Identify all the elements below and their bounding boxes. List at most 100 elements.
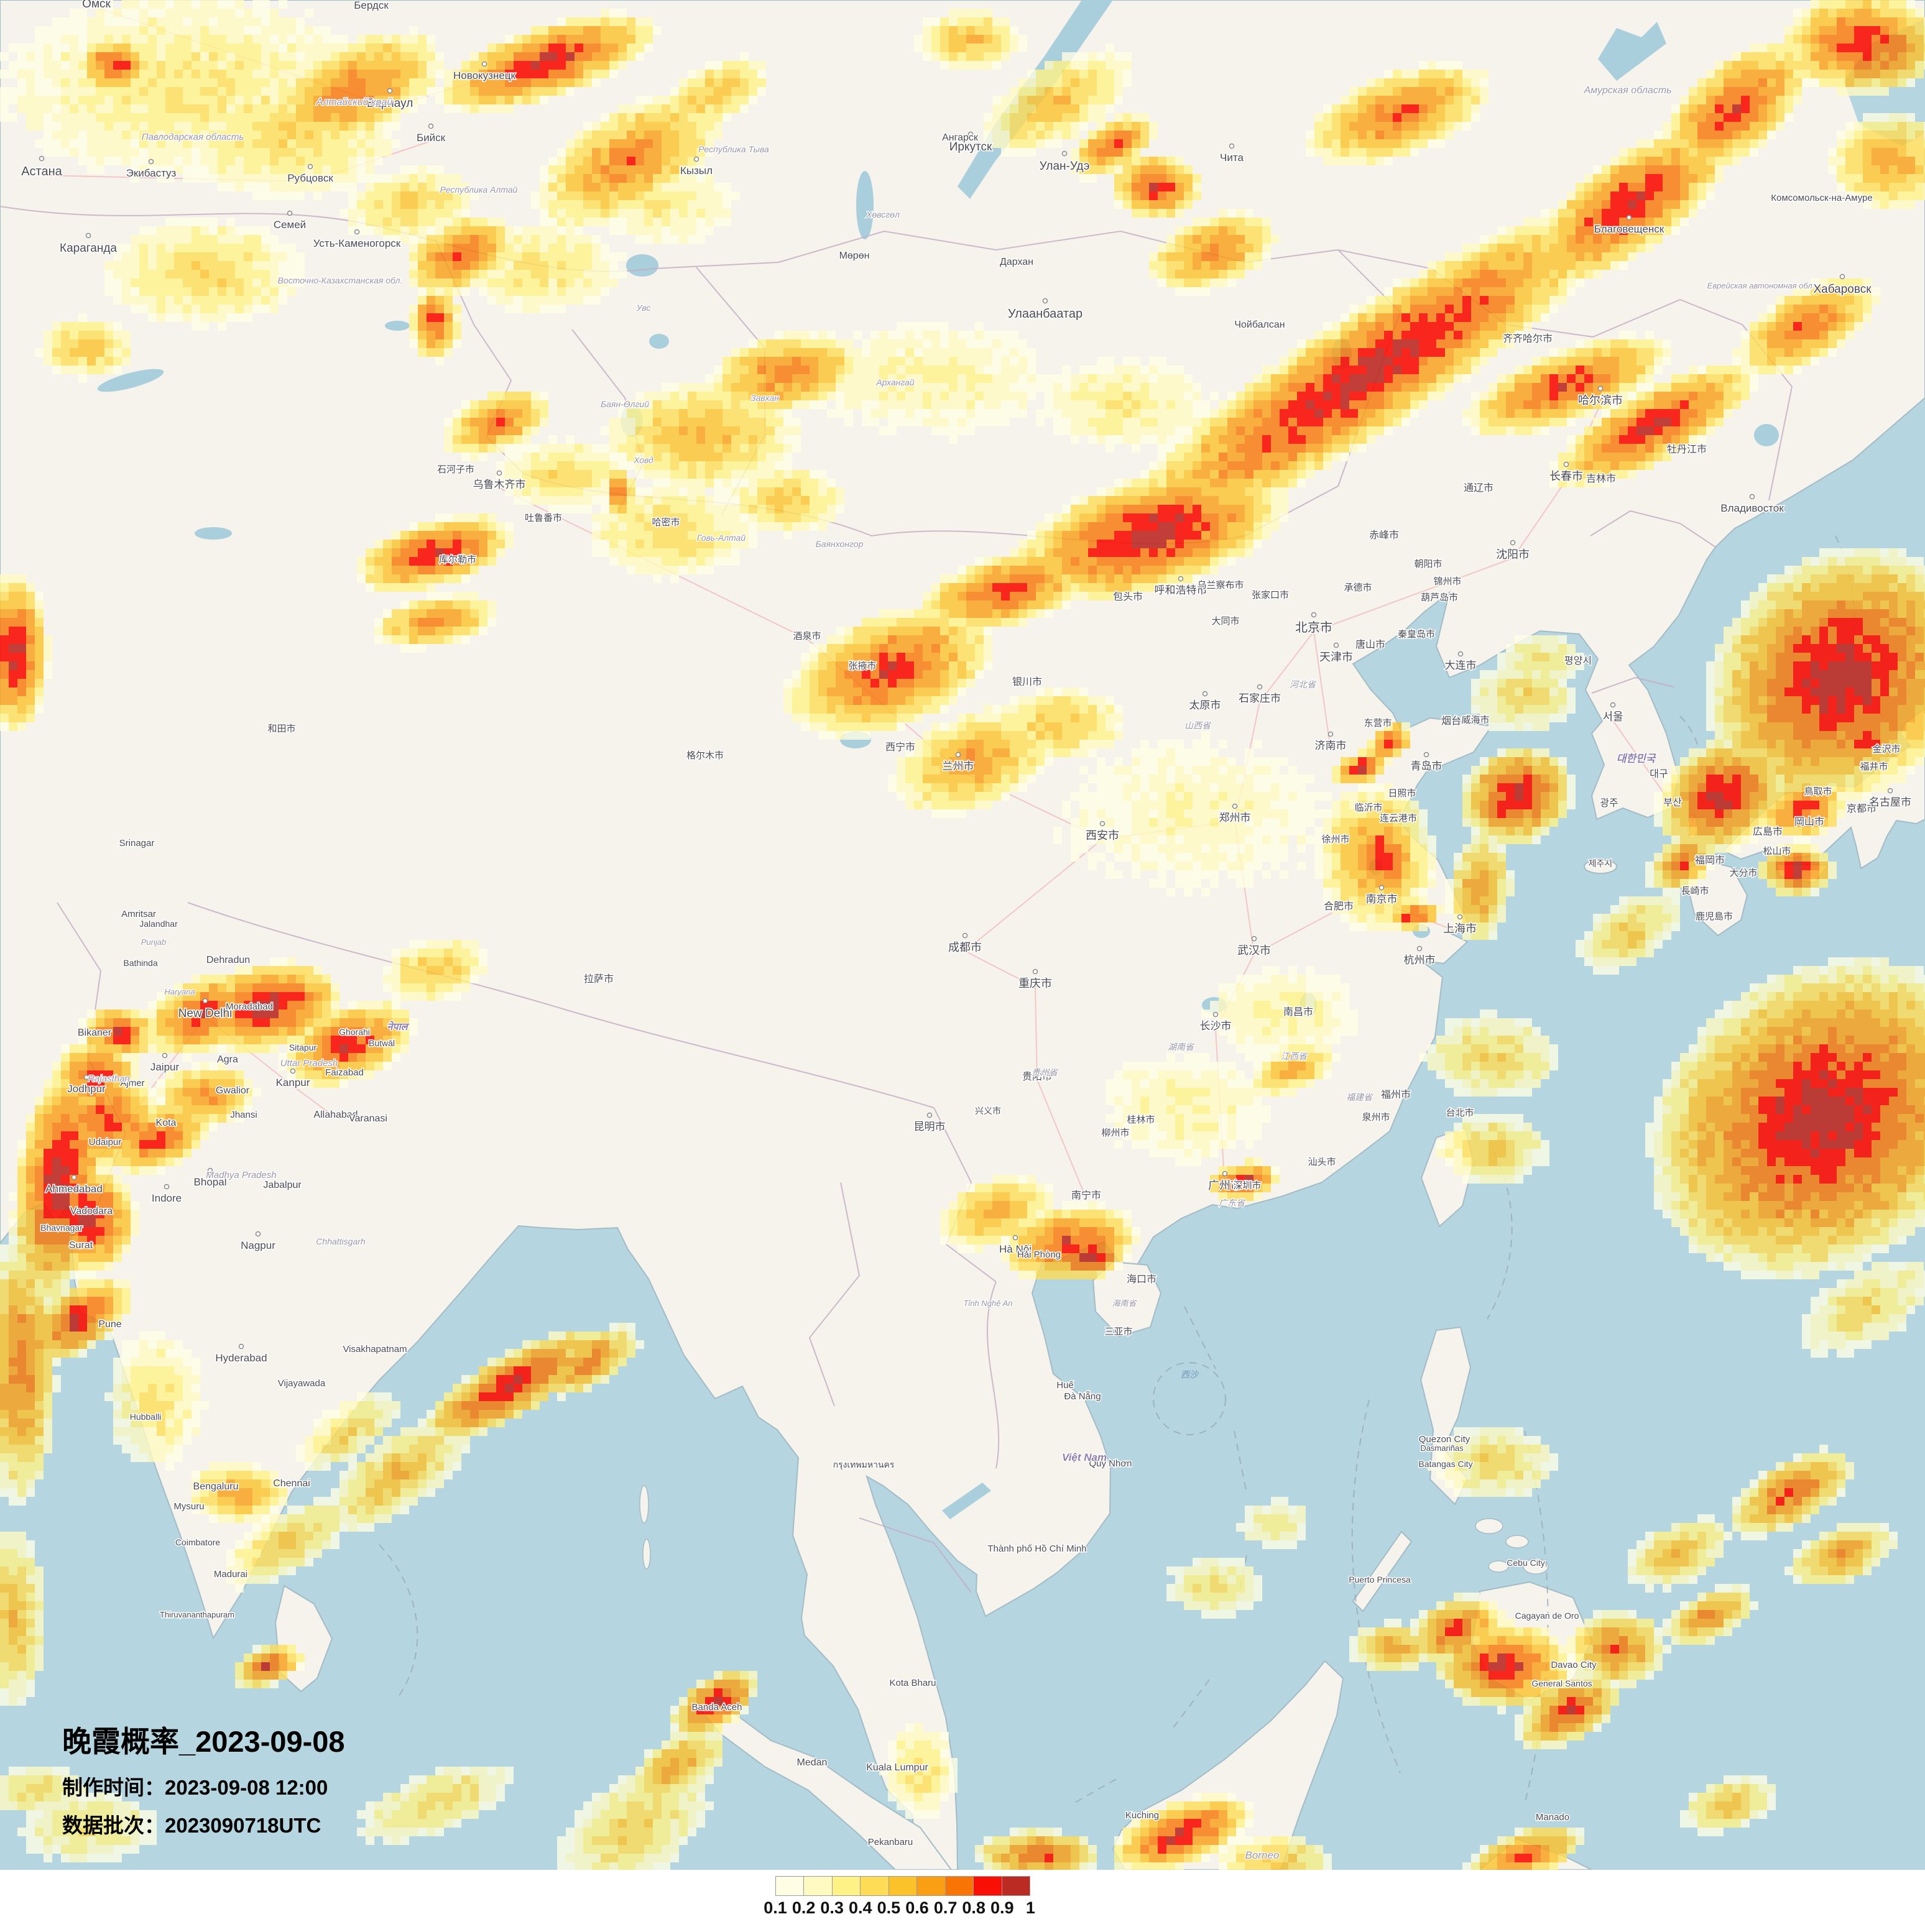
city-label: Jhansi [230, 1110, 257, 1120]
city-label: 青岛市 [1411, 760, 1443, 772]
city-label: Thành phố Hồ Chí Minh [987, 1543, 1086, 1554]
city-label: Quezon City [1419, 1434, 1470, 1445]
production-time-line: 制作时间：2023-09-08 12:00 [62, 1777, 345, 1798]
city-label: Indore [152, 1192, 182, 1204]
city-label: Srinagar [119, 838, 155, 849]
city-label: Hyderabad [215, 1352, 267, 1364]
country-label: Việt Nam [1062, 1451, 1107, 1463]
city-label: Астана [21, 165, 62, 178]
city-label: New Delhi [178, 1007, 233, 1020]
data-batch-value: 2023090718UTC [165, 1814, 321, 1837]
region-label: Madhya Pradesh [206, 1170, 276, 1180]
city-label: 贵阳市 [1022, 1071, 1052, 1082]
city-dot [1257, 684, 1263, 690]
city-dot [287, 210, 293, 216]
city-dot [1178, 576, 1184, 582]
city-dot [1311, 612, 1317, 618]
city-label: 葫芦岛市 [1421, 592, 1458, 603]
city-dot [1423, 752, 1429, 758]
city-label: 北京市 [1295, 620, 1332, 635]
map-labels: Омск Бердск Новокузнецк Барнаул Бийск Астана К… [21, 0, 1913, 1862]
city-label: Cebu City [1507, 1558, 1544, 1568]
city-label: 郑州市 [1219, 812, 1251, 824]
bottom-strip: 0.1 0.2 0.3 0.4 0.5 0.6 0.7 0.8 0.9 1 [0, 1870, 1925, 1932]
country-label: नेपाल [387, 1021, 410, 1033]
city-label: Butwāl [369, 1038, 395, 1048]
city-label: Bathinda [123, 958, 157, 968]
city-label: Varanasi [349, 1113, 387, 1124]
city-label: 大连市 [1445, 660, 1477, 671]
city-label: 长沙市 [1200, 1020, 1232, 1032]
city-label: Рубцовск [287, 172, 333, 184]
city-dot [1229, 143, 1235, 149]
city-label: 济南市 [1315, 740, 1347, 752]
city-label: Благовещенск [1594, 223, 1664, 235]
region-label: Haryana [164, 987, 195, 996]
city-label: 哈尔滨市 [1578, 394, 1623, 407]
city-label: 天津市 [1319, 651, 1353, 663]
legend-tick: 0.7 [933, 1898, 958, 1917]
city-label: Cagayan de Oro [1515, 1611, 1579, 1621]
city-label: 松山市 [1763, 846, 1791, 857]
map-title: 晚霞概率_2023-09-08 [62, 1725, 345, 1758]
city-label: Bikaner [78, 1028, 112, 1038]
city-label: Иркутск [949, 140, 992, 154]
city-label: Dasmariñas [1420, 1443, 1464, 1453]
city-dot [955, 752, 961, 758]
city-dot [1610, 702, 1616, 708]
city-label: 鳥取市 [1804, 786, 1832, 797]
info-panel: 晚霞概率_2023-09-08 制作时间：2023-09-08 12:00 数据… [62, 1727, 345, 1836]
city-label: Jabalpur [263, 1180, 302, 1190]
region-label: Uttar Pradesh [280, 1058, 338, 1069]
legend-cell [803, 1877, 832, 1895]
legend-labels: 0.1 0.2 0.3 0.4 0.5 0.6 0.7 0.8 0.9 1 [764, 1898, 1035, 1925]
city-label: 连云港市 [1380, 813, 1417, 824]
city-label: General Santos [1531, 1678, 1592, 1688]
city-label: Hà Nội [999, 1243, 1032, 1255]
city-dot [1202, 691, 1208, 697]
city-label: Agra [217, 1054, 238, 1065]
region-label: Архангай [875, 377, 915, 387]
legend-tick: 0.1 [764, 1898, 787, 1917]
city-dot [1222, 1171, 1228, 1177]
region-label: Восточно-Казахстанская обл. [278, 275, 403, 285]
region-label: 江西省 [1281, 1051, 1308, 1061]
city-label: 南昌市 [1283, 1006, 1313, 1018]
city-label: 대구 [1650, 768, 1668, 780]
region-label: Баянхонгор [816, 539, 864, 549]
city-dot [1597, 385, 1604, 392]
city-label: Караганда [60, 242, 117, 255]
city-label: 秦皇岛市 [1398, 629, 1435, 640]
city-dot [1510, 540, 1516, 546]
city-label: 岡山市 [1794, 816, 1824, 827]
data-batch-label: 数据批次： [62, 1814, 165, 1837]
city-dot [1042, 298, 1048, 304]
city-dot [85, 232, 91, 239]
city-label: 兰州市 [943, 760, 974, 772]
city-label: Vadodara [70, 1206, 113, 1217]
city-label: Kota [156, 1118, 177, 1128]
legend-cell [973, 1877, 1002, 1895]
city-label: 광주 [1600, 798, 1618, 809]
legend-tick: 0.5 [877, 1898, 901, 1917]
city-label: Dehradun [206, 955, 250, 965]
city-label: 成都市 [948, 941, 982, 954]
city-dot [71, 1174, 77, 1180]
city-label: 承德市 [1344, 582, 1372, 593]
city-dot [354, 229, 360, 235]
city-label: 朝阳市 [1414, 559, 1442, 569]
city-dot [1626, 214, 1632, 221]
city-label: Ghorahi [339, 1027, 370, 1037]
city-label: Омск [82, 0, 111, 11]
city-label: 沈阳市 [1496, 548, 1530, 561]
city-label: 日照市 [1388, 788, 1416, 799]
region-label: Chhattisgarh [316, 1236, 366, 1246]
city-label: Бердск [354, 0, 389, 11]
city-dot [1099, 821, 1106, 827]
water-label: 西沙 [1181, 1369, 1199, 1379]
city-label: 通辽市 [1464, 482, 1493, 494]
city-label: Visakhapatnam [343, 1344, 407, 1355]
region-label: Амурская область [1583, 85, 1671, 96]
city-label: Hải Phòng [1017, 1249, 1061, 1260]
city-label: 杭州市 [1404, 954, 1436, 966]
